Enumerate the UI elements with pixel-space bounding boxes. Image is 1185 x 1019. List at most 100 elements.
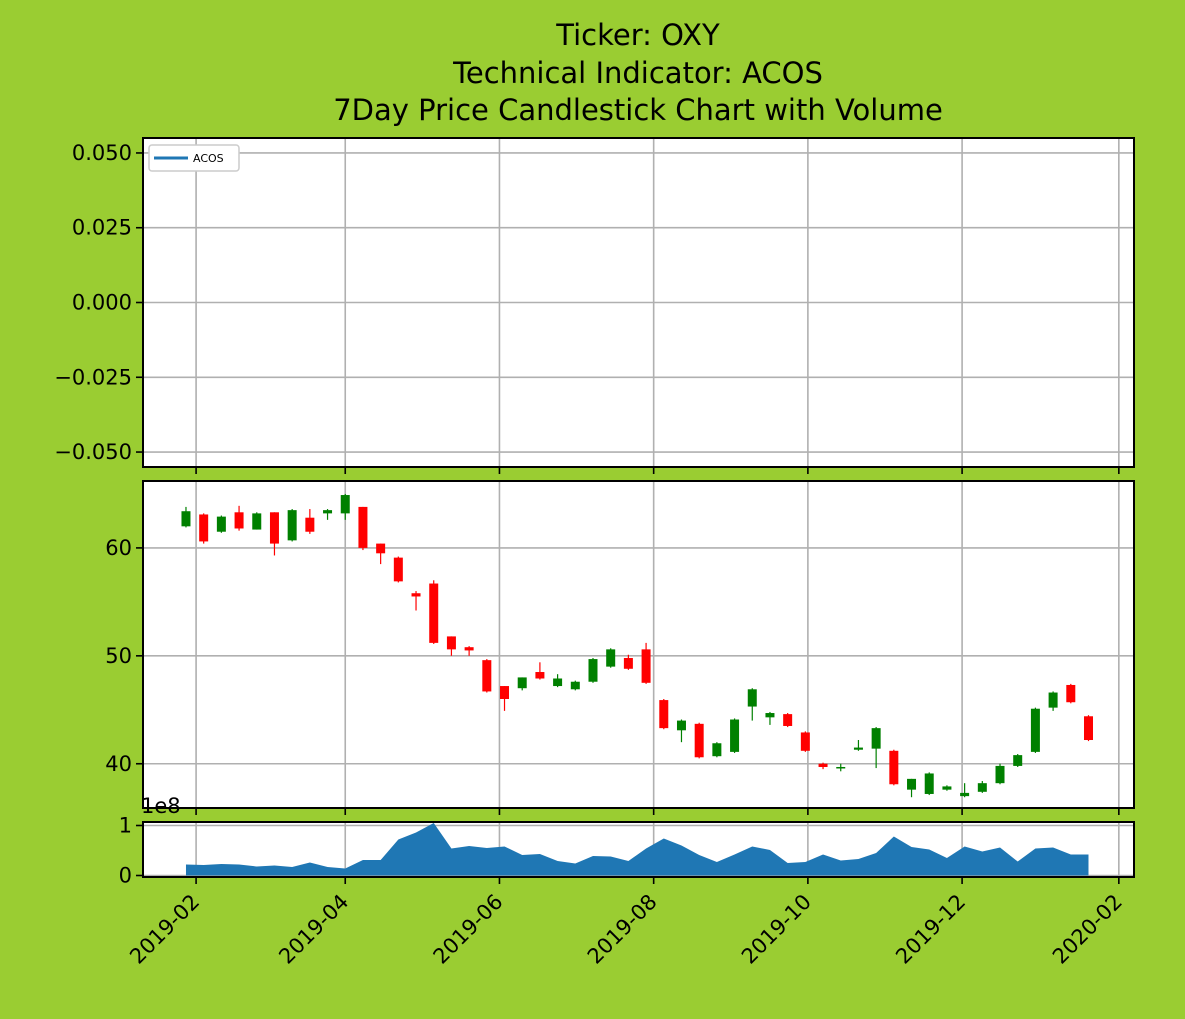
candle-body [995,765,1005,784]
candle-2019-04-22 [393,556,403,583]
candle-body [836,766,846,769]
indicator-panel: 0.050 0.025 0.000 −0.025 −0.050 ACOS [54,137,1135,474]
candle-2019-10-21 [853,740,863,751]
title-line-subtitle: 7Day Price Candlestick Chart with Volume [333,93,943,127]
candle-2019-06-24 [553,674,563,688]
candle-2019-02-18 [234,505,244,531]
indicator-y-tick-label: 0.050 [72,141,132,165]
title-line-ticker: Ticker: OXY [555,18,720,52]
candle-2019-03-25 [323,509,333,520]
candle-body [216,516,226,532]
candle-body [1066,684,1076,703]
volume-scale-label: 1e8 [141,794,181,818]
price-plot-frame [142,480,1135,809]
candle-2019-02-11 [216,515,226,533]
candle-body [606,649,616,667]
volume-plot-frame [142,821,1135,878]
candle-2019-10-07 [818,762,828,770]
volume-y-tick-label: 1 [119,814,132,838]
candle-body [588,659,598,682]
candle-body [393,557,403,582]
candle-body [907,778,917,790]
candlestick-series [181,493,1093,798]
candle-2019-01-28 [181,506,191,528]
candle-body [800,732,810,751]
candle-2019-12-02 [960,783,970,798]
legend-acos-label: ACOS [193,152,224,165]
candle-2019-12-30 [1030,707,1040,753]
candle-2019-06-17 [535,662,545,680]
x-tick-label: 2020-02 [1048,890,1127,969]
candle-body [942,786,952,790]
legend: ACOS [148,144,240,172]
candle-2019-11-04 [889,749,899,786]
x-axis-labels: 2019-02 2019-04 2019-06 2019-08 2019-10 2019-… [125,877,1127,969]
price-grid [143,481,1134,808]
candle-2019-10-14 [836,763,846,772]
candle-body [323,510,333,514]
candle-body [623,657,633,669]
candle-2019-05-27 [482,659,492,693]
candle-body [818,763,828,767]
price-y-tick-label: 50 [105,644,132,668]
candle-2019-11-18 [924,772,934,796]
candle-2019-03-11 [287,509,297,542]
candle-body [553,678,563,687]
candle-body [269,512,279,544]
candle-body [765,713,775,718]
candle-body [1030,708,1040,752]
candle-2019-12-16 [995,763,1005,785]
candle-2019-12-09 [977,781,987,793]
candle-2019-05-20 [464,646,474,656]
candle-2020-01-20 [1083,715,1093,742]
candle-2019-04-29 [411,591,421,611]
indicator-plot-frame [142,137,1135,468]
candle-body [747,689,757,707]
candle-2019-03-04 [269,512,279,556]
candle-2019-02-25 [252,512,262,530]
candle-2019-05-13 [446,636,456,656]
x-tick-label: 2019-06 [429,890,508,969]
candle-2019-05-06 [429,580,439,644]
indicator-y-axis: 0.050 0.025 0.000 −0.025 −0.050 [54,141,143,464]
price-x-ticks [195,808,1120,815]
candle-body [1083,716,1093,741]
candle-body [517,677,527,689]
candle-2019-04-15 [376,543,386,565]
candle-body [376,543,386,554]
candle-body [960,792,970,797]
candle-body [358,506,368,548]
candle-body [411,593,421,597]
candle-2019-07-08 [588,657,598,683]
candle-2019-09-16 [765,711,775,725]
candle-body [730,719,740,752]
candle-body [252,513,262,530]
candle-2019-12-23 [1013,754,1023,767]
candle-2019-07-15 [606,648,616,668]
candle-2019-04-08 [358,506,368,551]
candle-2019-08-05 [659,699,669,730]
candle-body [1048,692,1058,708]
candle-body [641,649,651,683]
indicator-grid [143,138,1134,467]
candle-body [287,510,297,541]
price-plot-background [143,481,1134,808]
candle-body [871,728,881,749]
candle-2019-09-09 [747,688,757,721]
candle-2019-10-28 [871,727,881,769]
indicator-x-ticks [195,467,1120,474]
candle-body [234,512,244,529]
price-panel: 60 50 40 [105,480,1135,815]
candle-body [429,583,439,643]
candle-body [676,720,686,731]
candle-body [924,773,934,794]
candle-body [181,511,191,527]
price-y-axis: 60 50 40 [105,536,143,776]
candle-2019-07-22 [623,654,633,670]
indicator-y-tick-label: −0.050 [54,440,132,464]
candle-body [570,681,580,690]
candle-2020-01-13 [1066,683,1076,704]
candle-body [464,647,474,651]
volume-panel: 10 1e8 [119,794,1135,888]
indicator-y-tick-label: −0.025 [54,365,132,389]
